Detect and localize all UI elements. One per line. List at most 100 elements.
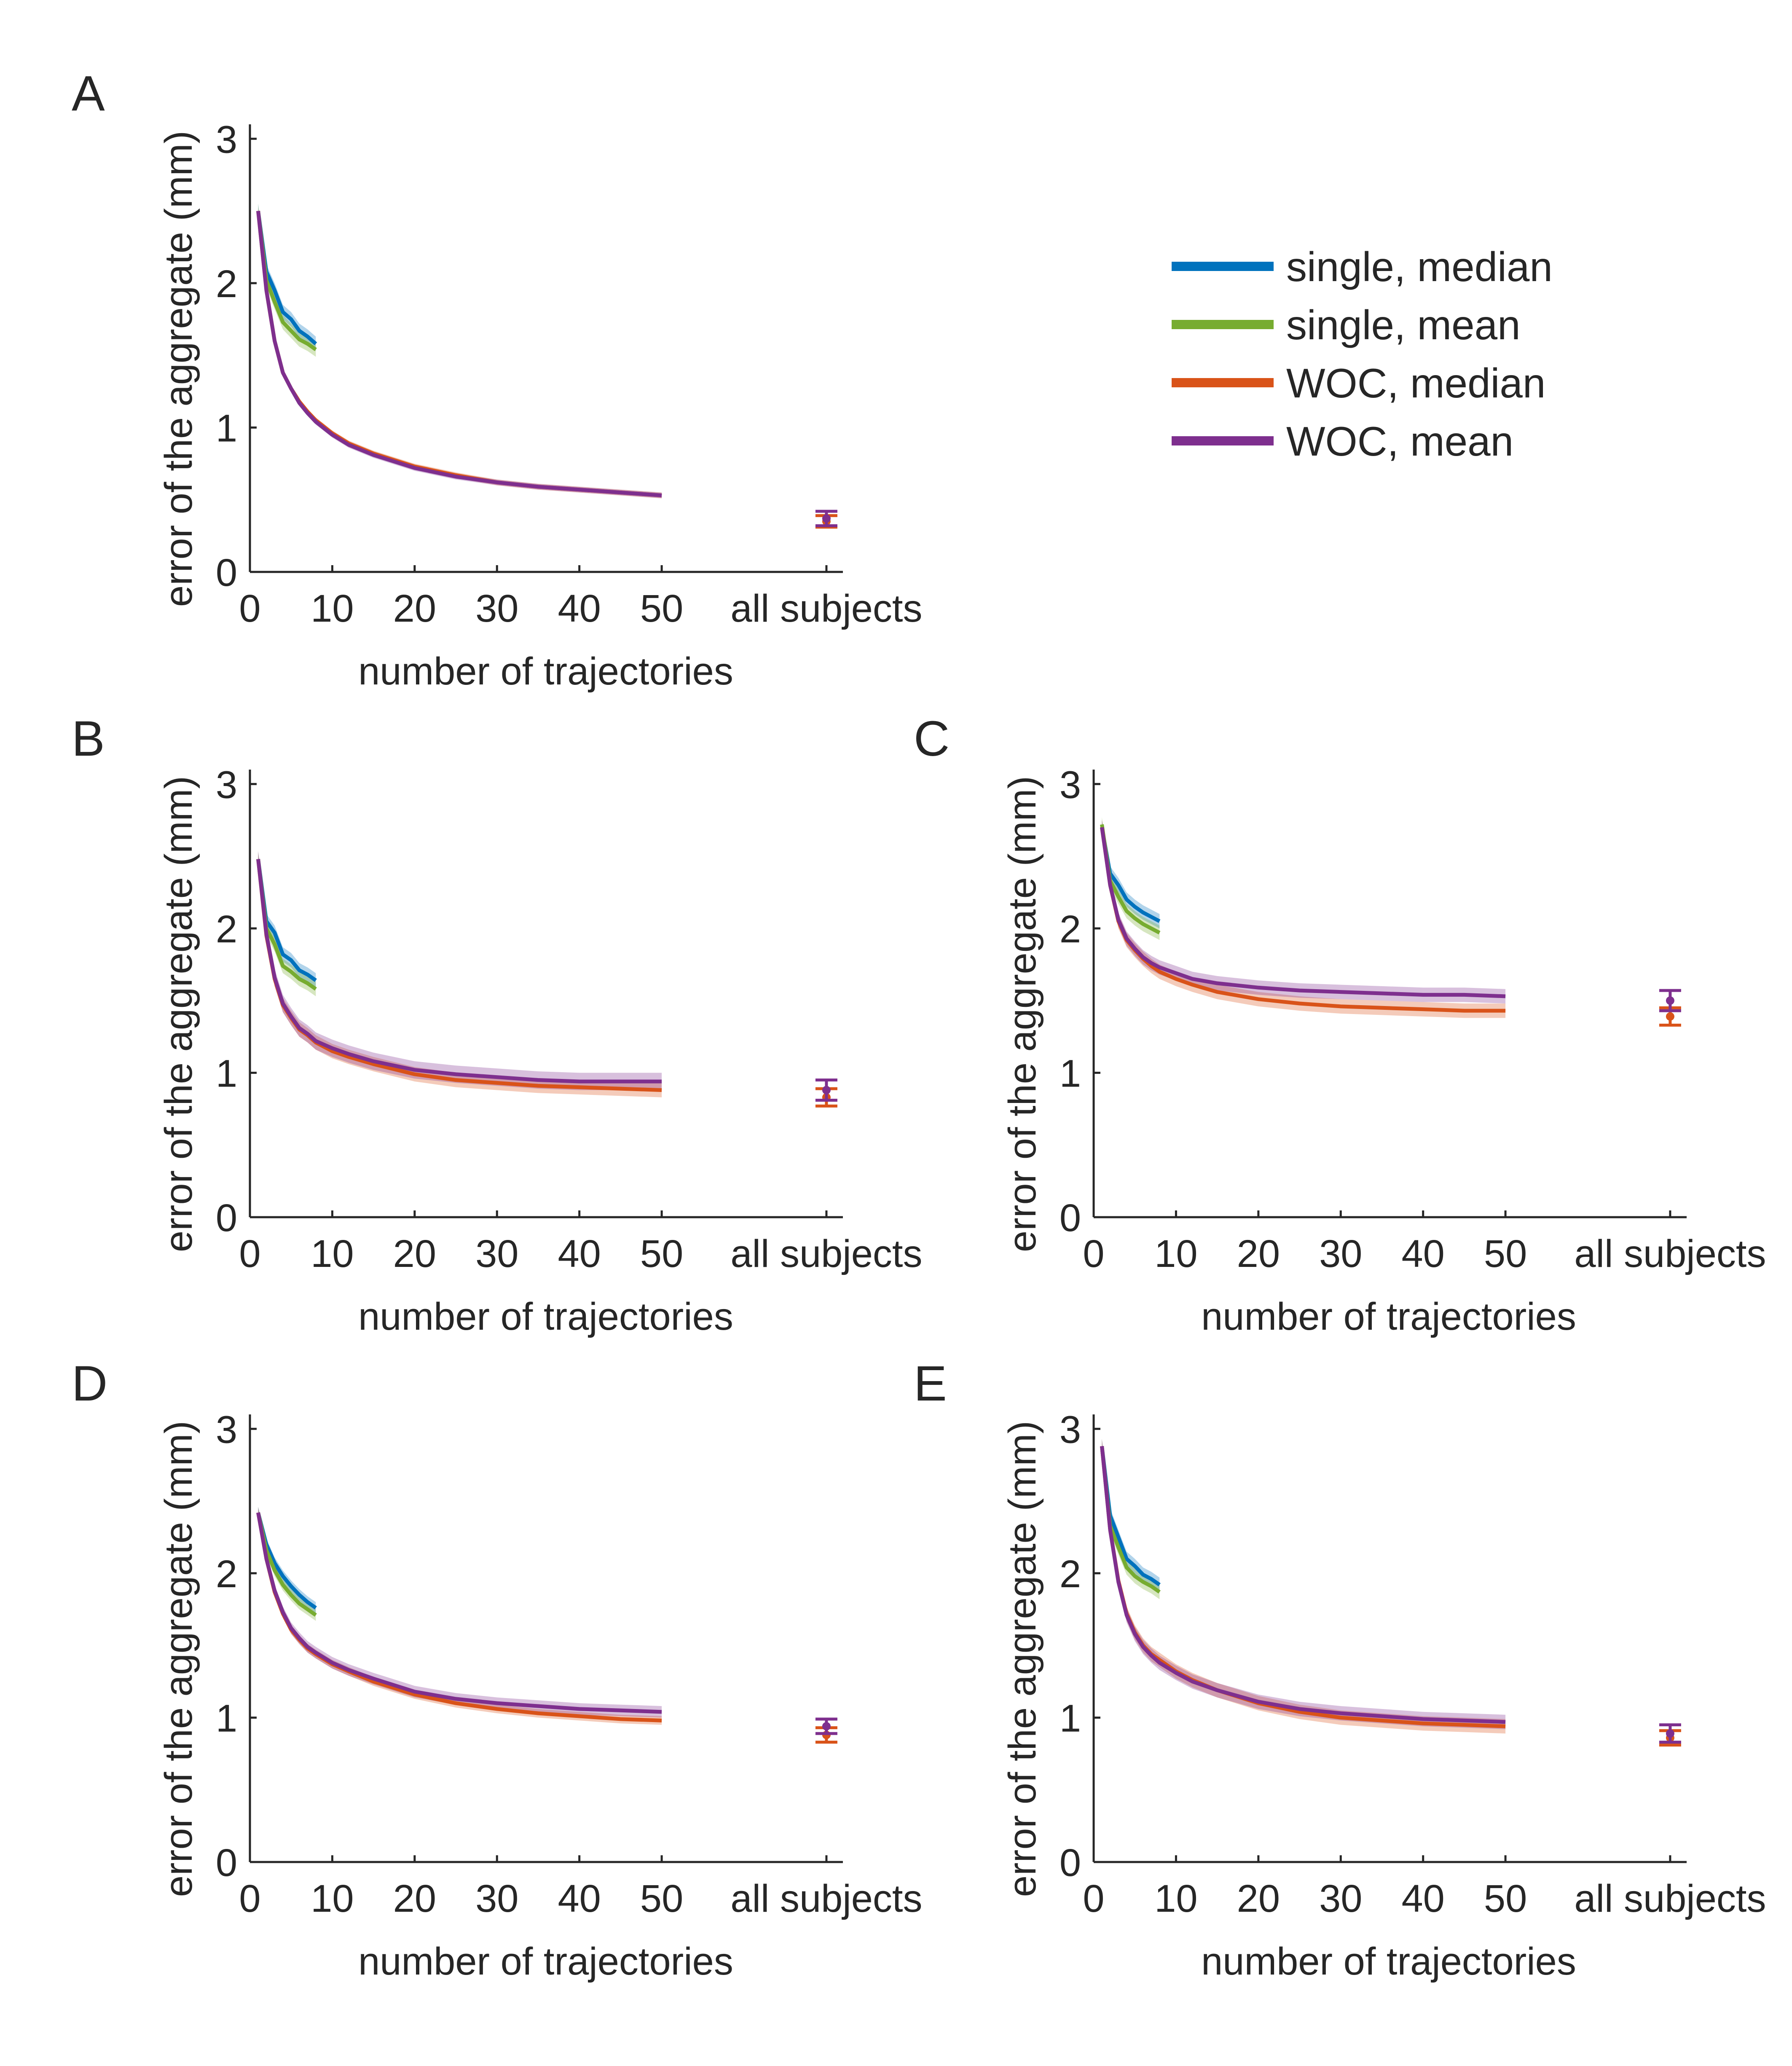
y-tick-label: 1 [216, 1697, 237, 1740]
x-axis-label: number of trajectories [358, 650, 733, 693]
series-line-single-median [256, 1512, 317, 1610]
series-line-single-median [1100, 827, 1161, 923]
series-line-woc-mean [1100, 827, 1506, 998]
point-woc-mean [1666, 1729, 1674, 1738]
y-tick-label: 0 [216, 551, 237, 594]
series-line-woc-median [1100, 827, 1506, 1013]
legend-label-woc-median: WOC, median [1286, 360, 1545, 406]
band-woc-mean [258, 1507, 662, 1718]
panel-letter: C [914, 711, 950, 767]
series-line-single-median [256, 210, 317, 346]
panel-letter: B [72, 711, 105, 767]
y-tick-label: 2 [216, 263, 237, 306]
x-tick-label-all-subjects: all subjects [1574, 1232, 1766, 1275]
y-tick-label: 0 [1060, 1197, 1081, 1240]
x-axis-label: number of trajectories [1201, 1940, 1576, 1983]
y-axis-label: error of the aggregate (mm) [1001, 776, 1044, 1252]
x-axis-label: number of trajectories [1201, 1295, 1576, 1338]
panel-letter: D [72, 1356, 107, 1411]
x-tick-label: 10 [1154, 1232, 1197, 1275]
x-tick-label: 30 [475, 587, 518, 630]
legend-label-woc-mean: WOC, mean [1286, 418, 1513, 464]
series-line-woc-median [256, 859, 662, 1092]
panel-letter: A [72, 66, 105, 121]
x-tick-label: 50 [640, 587, 683, 630]
band-woc-median [1102, 1439, 1506, 1734]
series-line-single-median [256, 859, 317, 982]
y-tick-label: 3 [1060, 763, 1081, 806]
y-tick-label: 0 [1060, 1841, 1081, 1884]
x-tick-label: 10 [311, 1232, 354, 1275]
point-woc-mean [822, 514, 831, 523]
x-tick-label: 20 [393, 1877, 436, 1920]
x-tick-label-all-subjects: all subjects [730, 1232, 922, 1275]
y-tick-label: 0 [216, 1841, 237, 1884]
x-tick-label: 20 [393, 587, 436, 630]
x-tick-label: 40 [558, 1232, 601, 1275]
x-tick-label: 0 [239, 1232, 260, 1275]
band-woc-mean [1102, 1439, 1506, 1729]
x-tick-label: 30 [475, 1877, 518, 1920]
x-tick-label: 10 [1154, 1877, 1197, 1920]
series-line-woc-mean [256, 211, 662, 497]
band-single-mean [1102, 1439, 1160, 1599]
series-line-single-mean [256, 211, 317, 351]
y-axis-label: error of the aggregate (mm) [157, 131, 200, 607]
series-line-woc-median [1100, 1446, 1506, 1728]
y-tick-label: 1 [1060, 1697, 1081, 1740]
legend: single, median single, mean WOC, median … [1172, 244, 1553, 464]
series-line-woc-mean [1100, 1446, 1506, 1724]
x-tick-label: 20 [393, 1232, 436, 1275]
x-tick-label: 0 [239, 1877, 260, 1920]
y-tick-label: 3 [216, 763, 237, 806]
x-tick-label: 10 [311, 587, 354, 630]
y-tick-label: 1 [216, 407, 237, 450]
x-tick-label: 50 [640, 1232, 683, 1275]
x-tick-label-all-subjects: all subjects [730, 1877, 922, 1920]
x-tick-label-all-subjects: all subjects [730, 587, 922, 630]
x-tick-label: 30 [1319, 1877, 1362, 1920]
x-tick-label: 20 [1237, 1232, 1280, 1275]
band-woc-median [258, 852, 662, 1097]
point-woc-mean [822, 1086, 831, 1095]
x-tick-label: 40 [558, 1877, 601, 1920]
panel-letter: E [914, 1356, 947, 1411]
x-tick-label: 50 [1484, 1232, 1527, 1275]
y-tick-label: 2 [1060, 1553, 1081, 1596]
y-tick-label: 1 [216, 1052, 237, 1095]
y-tick-label: 3 [216, 1408, 237, 1451]
x-tick-label: 0 [1083, 1877, 1104, 1920]
x-tick-label: 40 [1401, 1877, 1444, 1920]
x-tick-label-all-subjects: all subjects [1574, 1877, 1766, 1920]
x-tick-label: 20 [1237, 1877, 1280, 1920]
point-woc-median [1666, 1012, 1674, 1021]
series-line-woc-mean [256, 859, 662, 1084]
y-axis-label: error of the aggregate (mm) [157, 1421, 200, 1897]
series-line-woc-median [256, 1512, 662, 1723]
y-tick-label: 2 [216, 1553, 237, 1596]
x-tick-label: 40 [558, 587, 601, 630]
y-axis-label: error of the aggregate (mm) [1001, 1421, 1044, 1897]
y-tick-label: 2 [216, 908, 237, 951]
y-axis-label: error of the aggregate (mm) [157, 776, 200, 1252]
band-woc-median [258, 1508, 662, 1725]
x-tick-label: 0 [1083, 1232, 1104, 1275]
x-axis-label: number of trajectories [358, 1295, 733, 1338]
x-tick-label: 40 [1401, 1232, 1444, 1275]
x-tick-label: 30 [475, 1232, 518, 1275]
point-woc-mean [1666, 996, 1674, 1005]
x-tick-label: 30 [1319, 1232, 1362, 1275]
series-line-woc-mean [256, 1512, 662, 1714]
x-tick-label: 10 [311, 1877, 354, 1920]
x-tick-label: 50 [640, 1877, 683, 1920]
y-tick-label: 3 [216, 118, 237, 161]
band-woc-mean [258, 208, 662, 499]
legend-label-single-mean: single, mean [1286, 302, 1521, 348]
x-axis-label: number of trajectories [358, 1940, 733, 1983]
series-line-single-median [1100, 1446, 1161, 1586]
